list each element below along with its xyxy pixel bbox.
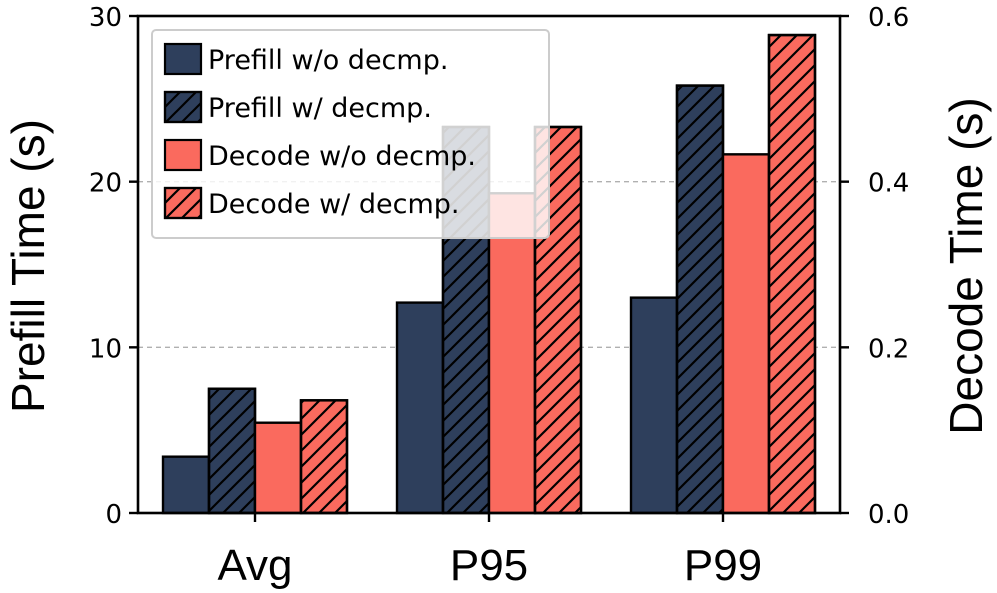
legend-label-decode-w-o-decmp: Decode w/o decmp. [208, 141, 476, 172]
y2-tick-label: 0.2 [868, 334, 909, 364]
bar-prefill-w-o-decmp-avg [161, 455, 211, 515]
bar-hatch-decode-w-decmp-p99 [767, 33, 817, 515]
bar-prefill-w-o-decmp-p95 [395, 301, 445, 515]
y2-tick-label: 0.6 [868, 3, 909, 33]
legend-label-prefill-w-o-decmp: Prefill w/o decmp. [208, 45, 448, 76]
legend-swatch-hatch-prefill-w-decmp [163, 90, 203, 124]
y-tick-label: 30 [89, 3, 122, 33]
y2-tick-label: 0.4 [868, 169, 909, 199]
y2-axis-title: Decode Time (s) [940, 97, 992, 434]
x-tick-label-p99: P99 [684, 541, 762, 590]
axes [129, 14, 849, 522]
bar-hatch-prefill-w-decmp-avg [207, 387, 257, 515]
bar-decode-w-o-decmp-p99 [721, 153, 771, 515]
y-axis-title: Prefill Time (s) [2, 119, 54, 413]
y-tick-label: 10 [89, 334, 122, 364]
legend: Prefill w/o decmp. Prefill w/ decmp. Decod… [151, 29, 550, 239]
bar-hatch-decode-w-decmp-avg [299, 399, 349, 515]
y2-tick-label: 0.0 [868, 500, 909, 530]
legend-box [151, 29, 550, 239]
y-tick-label: 20 [89, 169, 122, 199]
bar-prefill-w-o-decmp-p99 [629, 296, 679, 515]
legend-label-prefill-w-decmp: Prefill w/ decmp. [208, 93, 432, 124]
x-tick-label-avg: Avg [217, 541, 292, 590]
tick-labels: 0 10 20 30 0.0 0.2 0.4 0.6 Avg P95 P99 [89, 3, 909, 590]
legend-swatch-decode-w-o-decmp [163, 138, 203, 172]
bar-decode-w-o-decmp-p95 [487, 192, 537, 515]
legend-label-decode-w-decmp: Decode w/ decmp. [208, 189, 459, 220]
x-tick-label-p95: P95 [450, 541, 528, 590]
legend-swatch-prefill-w-o-decmp [163, 42, 203, 76]
y-tick-label: 0 [105, 500, 122, 530]
bar-hatch-prefill-w-decmp-p99 [675, 84, 725, 515]
legend-swatch-hatch-decode-w-decmp [163, 186, 203, 220]
bars [161, 33, 817, 515]
bar-decode-w-o-decmp-avg [253, 421, 303, 515]
